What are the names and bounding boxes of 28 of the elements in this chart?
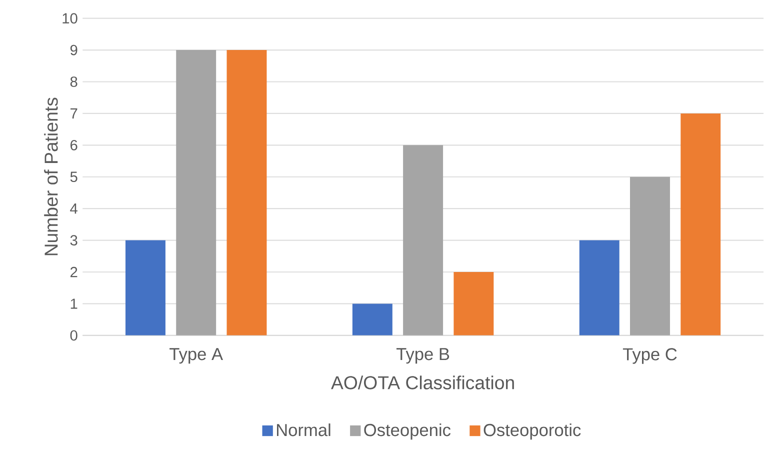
y-tick-label: 2 xyxy=(70,267,78,278)
bar xyxy=(680,114,721,336)
bar xyxy=(579,240,620,336)
y-tick-label: 0 xyxy=(70,330,78,341)
x-axis-title: AO/OTA Classification xyxy=(331,376,514,390)
y-tick-label: 4 xyxy=(70,204,78,214)
y-tick-label: 3 xyxy=(70,235,78,246)
y-tick-label: 9 xyxy=(70,45,78,56)
x-tick-label: Type B xyxy=(396,348,450,364)
bar xyxy=(630,177,670,336)
y-axis-title: Number of Patients xyxy=(44,98,58,256)
legend-label: Normal xyxy=(277,424,330,436)
x-tick-label: Type A xyxy=(170,348,223,364)
y-tick-label: 1 xyxy=(70,298,78,309)
bar xyxy=(454,272,494,336)
y-tick-label: 6 xyxy=(70,140,78,151)
x-tick-label: Type C xyxy=(622,348,677,364)
legend-label: Osteopenic xyxy=(364,424,451,440)
bar xyxy=(226,50,267,336)
y-tick-label: 8 xyxy=(70,76,78,88)
y-tick-label: 5 xyxy=(70,172,78,182)
y-tick-label: 7 xyxy=(70,108,78,119)
bar xyxy=(176,50,216,336)
bar xyxy=(352,304,392,336)
legend-label: Osteoporotic xyxy=(484,424,581,440)
bar xyxy=(403,145,444,336)
bar xyxy=(125,240,166,336)
y-tick-label: 10 xyxy=(62,13,78,24)
